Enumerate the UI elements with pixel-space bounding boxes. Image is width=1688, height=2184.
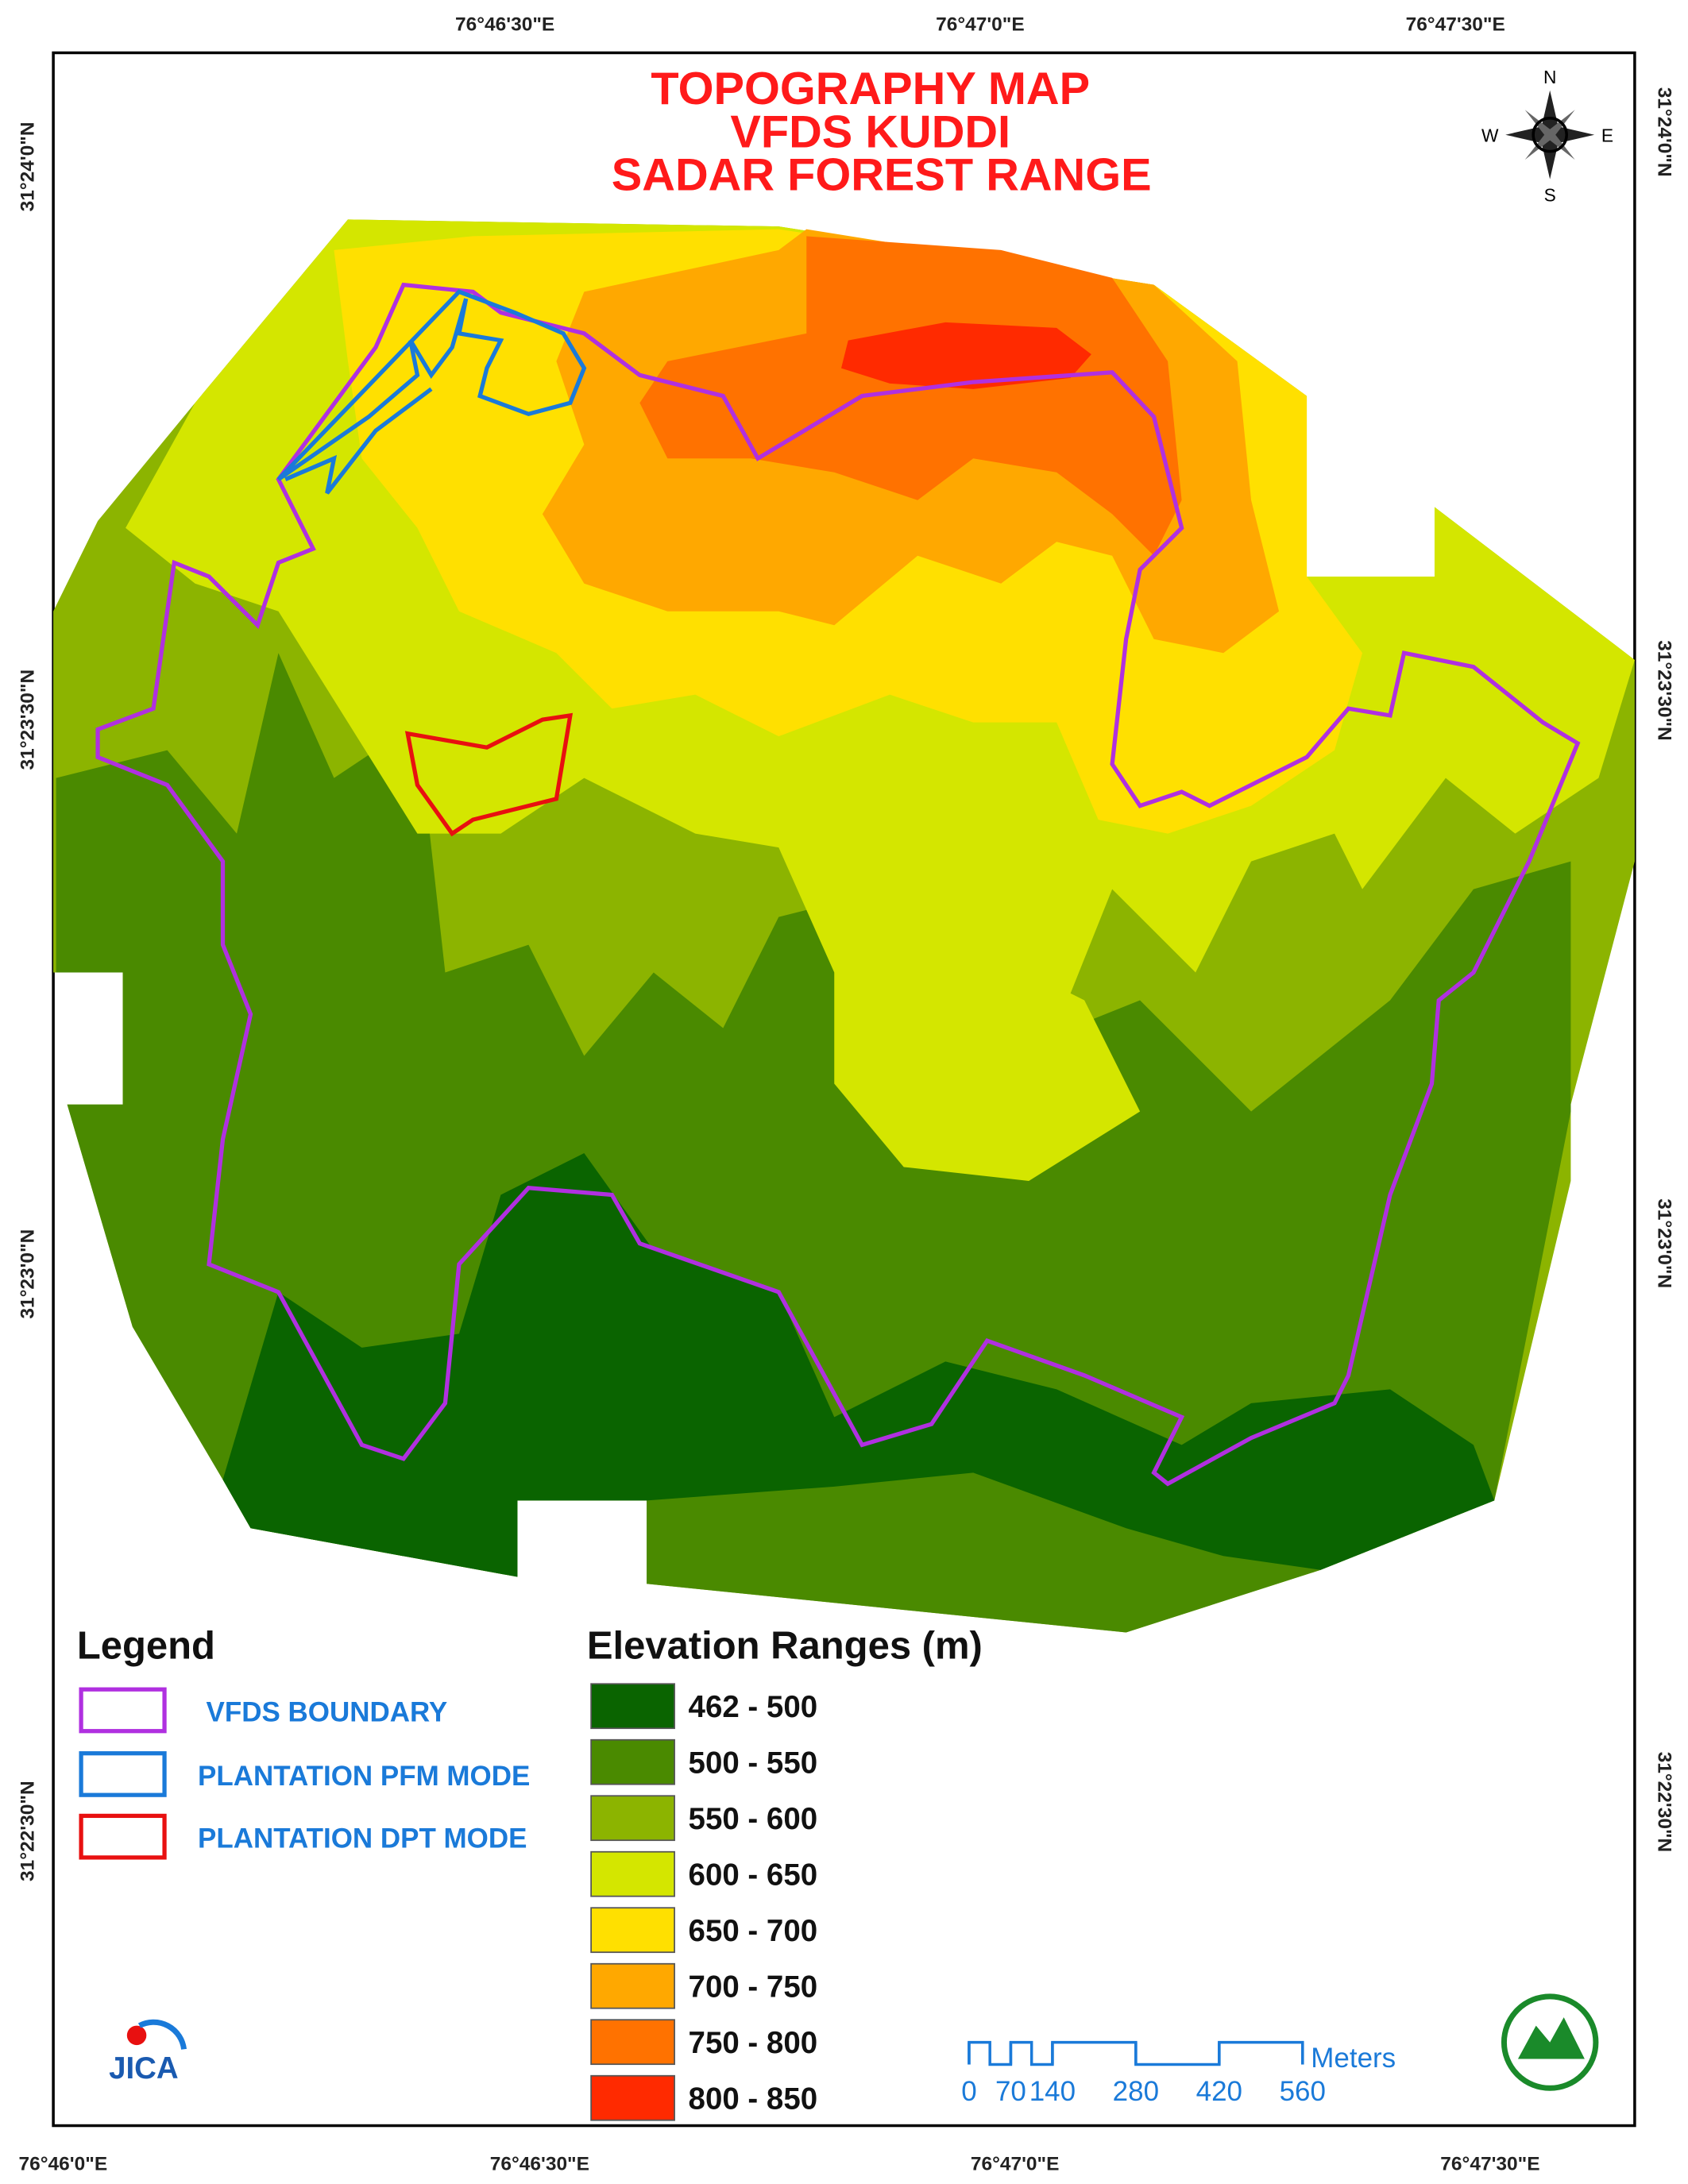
- terrain-zone: [222, 1152, 1495, 1577]
- coord-bottom: 76°47'30"E: [1440, 2154, 1539, 2175]
- terrain-zone: [639, 236, 1182, 556]
- jica-logo: JICA: [109, 2019, 187, 2086]
- elevation-label: 500 - 550: [689, 1746, 818, 1781]
- terrain: [53, 219, 1635, 1633]
- elevation-swatch: [590, 2019, 675, 2066]
- coord-bottom: 76°46'30"E: [490, 2154, 589, 2175]
- legend-label: PLANTATION DPT MODE: [198, 1823, 527, 1854]
- coord-right: 31°23'0"N: [1654, 1198, 1675, 1288]
- terrain-zone: [841, 322, 1091, 389]
- elevation-swatch: [590, 1683, 675, 1730]
- compass-e: E: [1601, 125, 1613, 145]
- terrain-zone: [834, 944, 1141, 1181]
- coord-right: 31°23'30"N: [1654, 640, 1675, 741]
- scale-label: 280: [1113, 2076, 1159, 2107]
- scale-label: 560: [1280, 2076, 1326, 2107]
- vfds-boundary: [95, 282, 1581, 1487]
- title: SADAR FOREST RANGE: [612, 150, 1152, 201]
- plantation-pfm: [276, 289, 587, 495]
- elevation-swatch: [590, 2074, 675, 2121]
- compass: N E S W: [1481, 67, 1613, 206]
- coord-top: 76°47'0"E: [936, 14, 1025, 35]
- compass-ring: [1532, 116, 1568, 153]
- legend-label: PLANTATION PFM MODE: [198, 1761, 530, 1792]
- compass-w: W: [1481, 125, 1499, 145]
- coord-top: 76°46'30"E: [455, 14, 554, 35]
- elevation-swatch: [590, 1738, 675, 1785]
- elevation-swatch: [590, 1850, 675, 1897]
- compass-s: S: [1544, 185, 1556, 206]
- legend-title: Legend: [77, 1625, 215, 1668]
- elevation-label: 650 - 700: [689, 1914, 818, 1948]
- title: VFDS KUDDI: [730, 106, 1010, 157]
- legend-label: VFDS BOUNDARY: [207, 1696, 448, 1727]
- scale-label: 140: [1029, 2076, 1076, 2107]
- coord-left: 31°23'30"N: [17, 669, 39, 770]
- scale-label: 0: [961, 2076, 976, 2107]
- compass-n: N: [1543, 67, 1556, 87]
- title: TOPOGRAPHY MAP: [651, 64, 1090, 114]
- scale-label: 70: [995, 2076, 1026, 2107]
- elevation-swatch: [590, 1962, 675, 2009]
- legend-swatch: [79, 1813, 167, 1860]
- coord-left: 31°24'0"N: [17, 122, 39, 211]
- legend-swatch: [79, 1687, 167, 1734]
- logo-mountain: [1517, 2017, 1585, 2059]
- scale-unit: Meters: [1311, 2043, 1396, 2074]
- plantation-dpt: [404, 712, 574, 837]
- coord-bottom: 76°46'0"E: [19, 2154, 108, 2175]
- coord-left: 31°23'0"N: [17, 1229, 39, 1319]
- elevation-label: 462 - 500: [689, 1690, 818, 1724]
- coord-right: 31°22'30"N: [1654, 1752, 1675, 1853]
- scale-label: 420: [1196, 2076, 1242, 2107]
- elevation-swatch: [590, 1907, 675, 1954]
- elevation-title: Elevation Ranges (m): [587, 1625, 983, 1668]
- elevation-label: 550 - 600: [689, 1802, 818, 1836]
- logo-arc: [137, 2019, 187, 2050]
- elevation-label: 750 - 800: [689, 2026, 818, 2060]
- legend-swatch: [79, 1751, 167, 1797]
- logo-text: JICA: [109, 2051, 179, 2086]
- elevation-swatch: [590, 1795, 675, 1842]
- coord-right: 31°24'0"N: [1654, 87, 1675, 177]
- forest-logo: [1501, 1993, 1599, 2091]
- elevation-label: 700 - 750: [689, 1970, 818, 2005]
- coord-top: 76°47'30"E: [1406, 14, 1505, 35]
- coord-left: 31°22'30"N: [17, 1781, 39, 1881]
- elevation-label: 800 - 850: [689, 2082, 818, 2116]
- elevation-label: 600 - 650: [689, 1858, 818, 1893]
- coord-bottom: 76°47'0"E: [971, 2154, 1060, 2175]
- logo-dot: [126, 2025, 147, 2046]
